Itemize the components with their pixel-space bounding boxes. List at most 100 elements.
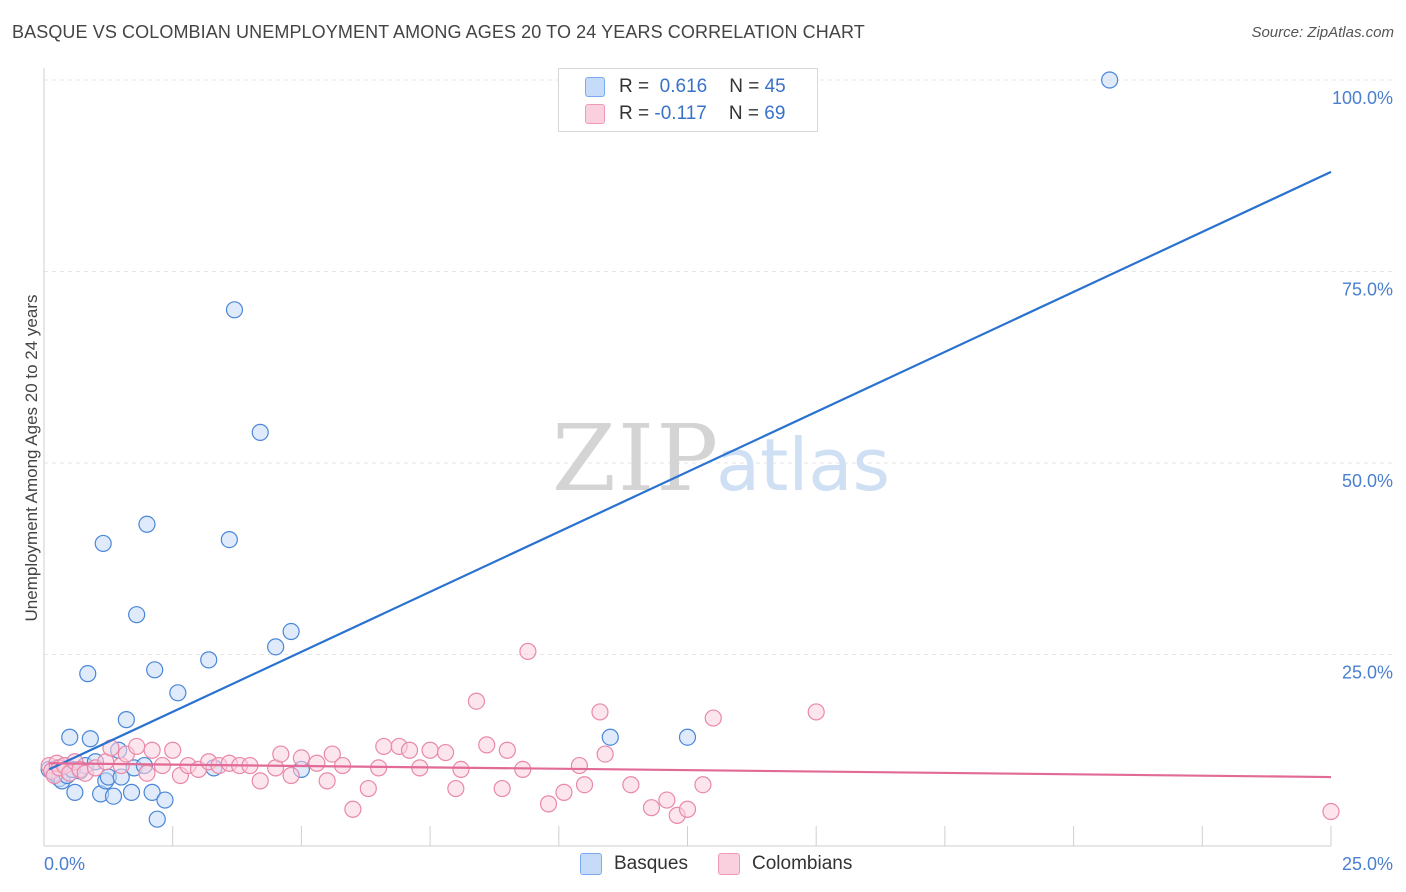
legend-n-label: N = bbox=[728, 103, 759, 124]
colombians-point bbox=[282, 766, 300, 785]
colombians-point bbox=[128, 737, 146, 756]
basques-point bbox=[146, 661, 164, 679]
colombians-point bbox=[447, 779, 465, 798]
basques-point bbox=[117, 711, 135, 729]
colombians-point bbox=[570, 756, 588, 775]
legend-swatch-colombians bbox=[585, 104, 605, 124]
colombians-point bbox=[555, 783, 573, 801]
x-tick-label: 0.0% bbox=[44, 854, 85, 874]
watermark-zip: ZIP bbox=[552, 405, 720, 512]
legend-swatch-basques bbox=[585, 77, 605, 97]
basques-point bbox=[79, 665, 97, 683]
bottom-legend-basques: Basques bbox=[580, 852, 688, 876]
colombians-point bbox=[596, 745, 614, 763]
colombians-point bbox=[622, 776, 640, 794]
colombians-point bbox=[678, 800, 697, 818]
watermark: ZIP atlas bbox=[552, 405, 890, 512]
colombians-point bbox=[478, 736, 496, 754]
legend-r-label: R = bbox=[619, 76, 650, 97]
basques-trend-line bbox=[48, 170, 1332, 771]
colombians-point bbox=[467, 692, 486, 710]
colombians-point bbox=[807, 703, 825, 721]
legend-n-value: 45 bbox=[764, 76, 786, 97]
colombians-point bbox=[539, 795, 558, 813]
colombians-point bbox=[292, 749, 310, 767]
colombians-point bbox=[421, 741, 439, 759]
colombians-point bbox=[143, 741, 161, 759]
basques-point bbox=[601, 728, 619, 746]
basques-point bbox=[138, 515, 156, 533]
legend-n-label: N = bbox=[729, 76, 760, 97]
legend: R = 0.616 N = 45 R = -0.117 N = 69 bbox=[558, 68, 818, 132]
basques-point bbox=[267, 638, 285, 656]
legend-r-label: R = bbox=[619, 103, 650, 124]
basques-point bbox=[156, 791, 174, 809]
colombians-point bbox=[323, 745, 341, 763]
basques-point bbox=[169, 684, 187, 702]
colombians-point bbox=[344, 800, 362, 818]
colombians-point bbox=[308, 754, 326, 772]
bottom-legend-label-basques: Basques bbox=[614, 853, 688, 874]
y-tick-label: 50.0% bbox=[1342, 471, 1393, 491]
colombians-point bbox=[704, 709, 722, 727]
colombians-point bbox=[591, 703, 609, 721]
colombians-point bbox=[272, 745, 290, 763]
x-tick-label: 25.0% bbox=[1342, 854, 1393, 874]
y-tick-label: 25.0% bbox=[1342, 663, 1393, 683]
legend-row-colombians: R = -0.117 N = 69 bbox=[585, 102, 785, 126]
grid-lines bbox=[44, 79, 1395, 655]
colombians-point bbox=[400, 741, 419, 759]
basques-point bbox=[143, 783, 161, 801]
basques-point bbox=[1101, 71, 1119, 89]
bottom-legend-swatch-colombians bbox=[718, 853, 740, 875]
colombians-point bbox=[694, 776, 712, 794]
basques-point bbox=[128, 606, 146, 624]
basques-point bbox=[66, 783, 84, 801]
bottom-legend-colombians: Colombians bbox=[718, 852, 852, 876]
colombians-point bbox=[436, 743, 455, 762]
basques-point bbox=[200, 651, 218, 669]
colombians-point bbox=[138, 764, 156, 782]
colombians-point bbox=[519, 642, 537, 661]
colombians-point bbox=[1322, 802, 1340, 821]
legend-n-value: 69 bbox=[764, 103, 786, 124]
basques-point bbox=[94, 534, 112, 553]
colombians-point bbox=[498, 741, 516, 759]
chart-title: BASQUE VS COLOMBIAN UNEMPLOYMENT AMONG A… bbox=[12, 22, 865, 42]
basques-point bbox=[61, 728, 79, 746]
colombians-trend-line bbox=[49, 762, 1332, 779]
y-tick-label: 75.0% bbox=[1342, 280, 1393, 300]
colombians-point bbox=[318, 772, 336, 790]
basques-point bbox=[104, 787, 123, 805]
basques-point bbox=[148, 810, 166, 828]
colombians-point bbox=[251, 772, 269, 790]
y-tick-label: 100.0% bbox=[1332, 88, 1393, 108]
trend-lines bbox=[48, 170, 1332, 779]
colombians-point bbox=[164, 741, 182, 759]
watermark-atlas: atlas bbox=[716, 423, 890, 507]
colombians-point bbox=[642, 799, 661, 817]
legend-r-value: 0.616 bbox=[659, 76, 708, 97]
colombians-point bbox=[359, 779, 377, 798]
y-tick-labels: 25.0% 50.0% 75.0% 100.0% bbox=[1332, 88, 1393, 683]
y-axis-label: Unemployment Among Ages 20 to 24 years bbox=[22, 295, 41, 622]
x-tick-labels: 0.0% 25.0% bbox=[44, 854, 1393, 874]
colombians-point bbox=[658, 791, 676, 809]
basques-point bbox=[225, 301, 244, 319]
colombians-point bbox=[375, 737, 393, 756]
basques-point bbox=[81, 730, 99, 748]
chart-source: Source: ZipAtlas.com bbox=[1251, 24, 1394, 41]
basques-point bbox=[122, 783, 141, 801]
basques-point bbox=[678, 728, 697, 746]
bottom-legend-swatch-basques bbox=[580, 853, 602, 875]
basques-point bbox=[282, 622, 300, 641]
axes bbox=[43, 68, 1332, 847]
legend-row-basques: R = 0.616 N = 45 bbox=[585, 75, 786, 99]
basques-point bbox=[251, 423, 269, 441]
colombians-point bbox=[575, 776, 594, 794]
bottom-legend-label-colombians: Colombians bbox=[752, 853, 853, 874]
basques-point bbox=[220, 530, 238, 549]
legend-r-value: -0.117 bbox=[654, 103, 707, 124]
colombians-point bbox=[493, 779, 511, 798]
